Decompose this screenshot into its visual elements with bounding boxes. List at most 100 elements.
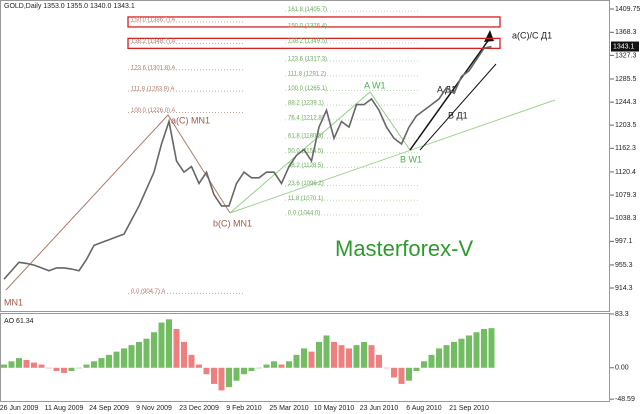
ao-bar <box>421 361 427 368</box>
ao-bar <box>466 335 472 368</box>
ao-bar <box>31 362 37 368</box>
y-tick-label: -48.59 <box>615 396 635 403</box>
x-tick-label: 23 Jun 2010 <box>360 405 399 412</box>
fib-label: 0.0 (904.7) A <box>131 289 165 295</box>
x-tick-label: 26 Jun 2009 <box>0 405 38 412</box>
fib-label: 100.0 (1265.1) <box>288 86 327 92</box>
ao-bar <box>76 367 82 369</box>
ao-bar <box>121 348 127 368</box>
annotation: A Д1 <box>437 84 456 94</box>
y-tick-label: 1203.5 <box>615 122 637 129</box>
y-tick-label: 914.3 <box>615 285 633 292</box>
x-tick-label: 24 Sep 2009 <box>89 405 129 412</box>
y-tick-label: 1285.5 <box>615 76 637 83</box>
w1-trend <box>229 99 556 214</box>
fib-box <box>127 37 501 50</box>
ao-bar <box>158 322 165 368</box>
ao-bar <box>398 367 405 384</box>
ao-bar <box>196 364 202 368</box>
ao-bar <box>458 338 465 368</box>
ao-bar <box>413 367 420 371</box>
y-tick-label: 955.3 <box>615 262 633 269</box>
fib-label: 76.4 (1212.8) <box>288 115 324 121</box>
y-tick-label: 0.00 <box>615 365 629 372</box>
ao-bar <box>16 358 22 368</box>
ao-title: AO 61.34 <box>4 318 34 325</box>
ao-bar <box>353 345 360 368</box>
y-tick-label: 83.3 <box>615 311 629 318</box>
annotation: A W1 <box>364 80 386 90</box>
ao-bar <box>263 364 270 368</box>
x-tick-label: 9 Feb 2010 <box>226 405 262 412</box>
ao-bar <box>361 341 367 368</box>
ao-bar <box>136 341 142 368</box>
d1-trend <box>409 37 491 151</box>
ao-bar <box>308 351 315 368</box>
ao-bar <box>91 361 97 368</box>
ao-bar <box>166 319 172 368</box>
ao-bar <box>316 341 322 368</box>
ao-bar <box>68 367 75 371</box>
ao-bar <box>83 364 90 368</box>
ao-bar <box>391 367 397 378</box>
fib-label: 0.0 (1044.0) <box>288 211 320 217</box>
fib-label: 111.8 (1291.2) <box>288 71 326 77</box>
ao-bar <box>473 332 480 368</box>
fib-label: 61.8 (1180.5) <box>288 134 323 140</box>
fib-label: 138.2 (1348.7) A <box>131 39 175 45</box>
y-tick-label: 1409.75 <box>615 6 640 13</box>
ao-bar <box>368 345 375 368</box>
y-tick-label: 1038.3 <box>615 215 637 222</box>
ao-bar <box>488 328 495 368</box>
ao-bar <box>346 348 352 368</box>
ao-bar <box>173 329 180 368</box>
y-tick-label: 1120.4 <box>615 169 636 176</box>
annotation: b(C) MN1 <box>213 218 252 228</box>
ao-bar <box>406 367 412 381</box>
fib-label: 23.6 (1096.2) <box>288 181 324 187</box>
main-panel <box>0 0 610 312</box>
y-tick-label: 1327.3 <box>615 52 637 59</box>
ao-bar <box>151 332 157 368</box>
last-price-label: 1343.1 <box>613 43 635 50</box>
ao-bar <box>203 367 210 375</box>
ao-bar <box>188 354 195 368</box>
annotation: MN1 <box>4 297 23 307</box>
ao-bar <box>451 341 457 368</box>
ao-bar <box>1 364 7 368</box>
ao-bar <box>53 367 60 371</box>
ao-bar <box>428 354 435 368</box>
ao-bar <box>143 338 150 368</box>
w1-wave <box>229 91 411 214</box>
ao-bar <box>241 367 247 375</box>
annotation: a(C)/C Д1 <box>512 30 552 40</box>
ao-bar <box>61 367 67 373</box>
ao-bar <box>181 341 187 368</box>
fib-label: 111.8 (1263.9) A <box>131 87 174 93</box>
annotation: B Д1 <box>448 110 468 120</box>
watermark: Masterforex-V <box>335 236 473 261</box>
x-tick-label: 10 May 2010 <box>314 405 355 412</box>
chart-title: GOLD,Daily 1353.0 1355.0 1340.0 1343.1 <box>4 3 135 10</box>
ao-bar <box>481 329 487 368</box>
ao-bar <box>443 345 450 368</box>
ao-bar <box>128 345 135 368</box>
fib-label: 150.0 (1386.7) A <box>131 18 175 24</box>
ao-bar <box>211 367 217 384</box>
ao-bar <box>383 367 390 369</box>
fib-label: 88.2 (1239.1) <box>288 101 324 107</box>
y-tick-label: 1368.3 <box>615 29 637 36</box>
y-tick-label: 1162.3 <box>615 145 636 152</box>
x-tick-label: 11 Aug 2009 <box>45 405 84 412</box>
ao-bar <box>436 348 442 368</box>
ao-bar <box>106 354 112 368</box>
last-price-box <box>611 41 639 52</box>
y-tick-label: 1079.3 <box>615 192 637 199</box>
y-tick-label: 1244.3 <box>615 99 637 106</box>
x-tick-label: 9 Nov 2009 <box>136 405 172 412</box>
ao-bar <box>301 348 307 368</box>
ao-bar <box>113 351 120 368</box>
ao-bar <box>23 360 30 368</box>
ao-bar <box>98 358 105 368</box>
